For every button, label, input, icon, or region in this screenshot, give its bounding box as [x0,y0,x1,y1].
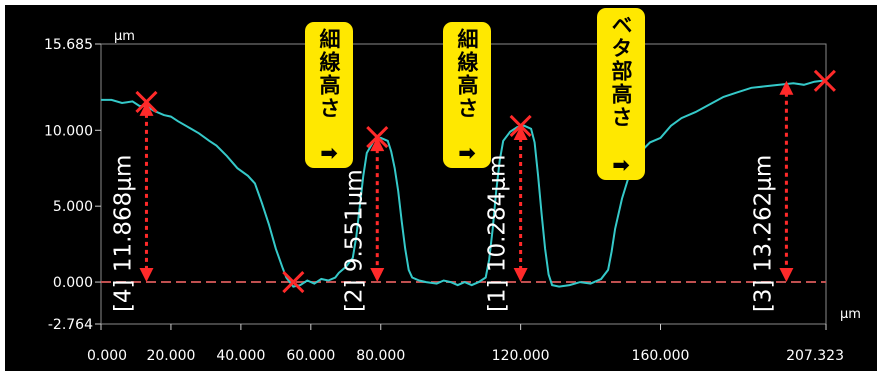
x-tick-label: 40.000 [216,348,265,364]
measurement-arrow-bottom [513,268,528,283]
x-tick-label: 60.000 [286,348,335,364]
cross-marker [135,90,158,113]
callout-1: 細線高さ ➡ [305,22,353,168]
measurement-arrow-top [779,80,794,95]
y-tick-label: 0.000 [53,275,93,291]
measurement-arrow-top [370,137,385,152]
measurement-label: [3] 13.262μm [750,155,776,312]
callout-2: 細線高さ ➡ [443,22,491,168]
measurement-arrow-bottom [139,268,154,283]
measurement-2: [2] 9.551μm [341,137,385,312]
y-axis: 15.685 10.000 5.000 0.000 -2.764 [44,37,101,333]
x-tick-label: 120.000 [492,348,550,364]
y-tick-label: 5.000 [53,199,93,215]
x-tick-label: 207.323 [786,348,844,364]
cross-marker [813,69,836,92]
callout-1-arrow: ➡ [320,141,338,165]
x-tick-label: 20.000 [146,348,195,364]
measurement-arrow-bottom [370,268,385,283]
measurement-arrow-top [139,101,154,116]
measurement-3: [1] 10.284μm [485,125,528,312]
callout-3-text: ベタ部高さ [609,14,633,129]
measurement-4: [3] 13.262μm [750,80,794,312]
callout-2-arrow: ➡ [458,141,476,165]
measurement-markers: [4] 11.868μm [2] 9.551μm [1] 10.284μm [3] 1… [110,80,794,312]
y-tick-label: -2.764 [48,317,93,333]
measurement-arrow-top [513,125,528,140]
callout-2-text: 細線高さ [455,27,479,120]
x-unit-label: μm [840,307,861,322]
measurement-1: [4] 11.868μm [110,101,154,312]
cross-marker [509,114,532,138]
y-unit-label: μm [114,29,135,44]
callout-1-text: 細線高さ [317,27,341,120]
measurement-label: [2] 9.551μm [341,169,367,312]
measurement-arrow-bottom [779,268,794,283]
x-tick-label: 80.000 [356,348,405,364]
cross-marker [366,126,389,149]
x-tick-label: 0.000 [87,348,127,364]
measurement-label: [1] 10.284μm [485,155,511,312]
x-tick-label: 160.000 [632,348,690,364]
x-axis: 0.000 20.000 40.000 60.000 80.000 120.000 160.… [87,324,844,364]
measurement-label: [4] 11.868μm [110,155,136,312]
y-tick-label: 10.000 [44,123,93,139]
cross-marker [282,270,305,294]
y-tick-label: 15.685 [44,37,93,53]
callout-3-arrow: ➡ [612,153,630,177]
cross-markers [135,69,836,294]
callout-3: ベタ部高さ ➡ [597,8,645,180]
profile-line [101,79,827,288]
